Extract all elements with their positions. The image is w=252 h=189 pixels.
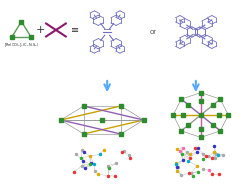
Text: [Re(CO)$_3$]$_2$(C$_2$N$_2$S$_2$): [Re(CO)$_3$]$_2$(C$_2$N$_2$S$_2$) xyxy=(4,42,39,49)
Text: ≡: ≡ xyxy=(70,25,78,35)
Text: or: or xyxy=(149,29,156,35)
Text: +: + xyxy=(35,25,45,35)
